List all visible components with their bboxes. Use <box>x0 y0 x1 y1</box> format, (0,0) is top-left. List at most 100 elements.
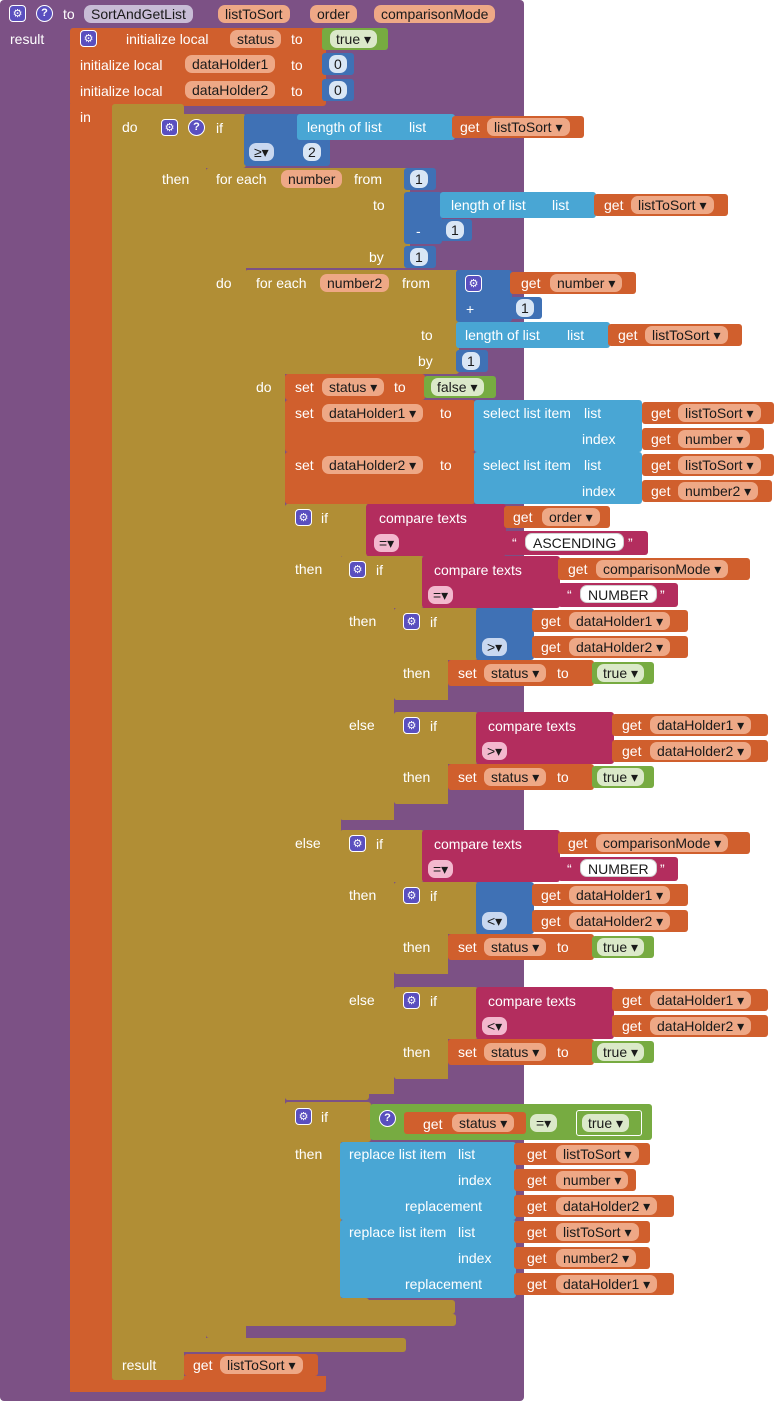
number-field[interactable]: 1 <box>410 170 428 188</box>
loop-var-number2[interactable]: number2 <box>320 274 390 292</box>
number-field[interactable]: 2 <box>303 143 321 161</box>
eq-dropdown[interactable]: =▾ <box>530 1114 558 1132</box>
var-dropdown[interactable]: number ▾ <box>678 430 751 448</box>
replace-list-item-block[interactable] <box>340 1220 516 1298</box>
gte-dropdown[interactable]: ≥▾ <box>249 143 274 161</box>
var-dropdown[interactable]: number2 ▾ <box>556 1249 637 1267</box>
text-field[interactable]: ASCENDING <box>525 533 625 551</box>
gear-icon[interactable]: ⚙ <box>403 887 420 904</box>
number-field[interactable]: 0 <box>329 81 347 99</box>
var-dropdown[interactable]: listToSort ▾ <box>678 404 761 422</box>
compare-texts-label: compare texts <box>379 510 467 526</box>
param-list-to-sort[interactable]: listToSort <box>218 5 290 23</box>
local-var-dataholder2[interactable]: dataHolder2 <box>185 81 276 99</box>
gear-icon[interactable]: ⚙ <box>9 5 26 22</box>
true-dropdown[interactable]: true ▾ <box>597 768 645 786</box>
gt-dropdown[interactable]: >▾ <box>482 638 508 656</box>
get-label: get <box>513 509 533 525</box>
if-mode-body <box>340 556 394 820</box>
gear-icon[interactable]: ⚙ <box>349 835 366 852</box>
procedure-name-field[interactable]: SortAndGetList <box>84 5 193 23</box>
get-label: get <box>527 1224 547 1240</box>
text-field[interactable]: NUMBER <box>580 585 657 603</box>
var-dropdown[interactable]: dataHolder1 ▾ <box>650 716 752 734</box>
param-comparison-mode[interactable]: comparisonMode <box>374 5 496 23</box>
var-dropdown[interactable]: status ▾ <box>484 768 547 786</box>
var-dropdown[interactable]: dataHolder2 ▾ <box>322 456 424 474</box>
var-dropdown[interactable]: dataHolder1 ▾ <box>556 1275 658 1293</box>
var-dropdown[interactable]: listToSort ▾ <box>487 118 570 136</box>
eq-dropdown[interactable]: =▾ <box>374 534 400 552</box>
gear-icon[interactable]: ⚙ <box>295 509 312 526</box>
select-list-item-block[interactable] <box>474 452 642 504</box>
length-of-list-block[interactable] <box>440 192 596 218</box>
false-dropdown[interactable]: false ▾ <box>431 378 484 396</box>
select-list-item-block[interactable] <box>474 400 642 452</box>
var-dropdown[interactable]: dataHolder2 ▾ <box>650 742 752 760</box>
param-order[interactable]: order <box>310 5 357 23</box>
help-icon[interactable]: ? <box>188 119 205 136</box>
gear-icon[interactable]: ⚙ <box>403 613 420 630</box>
var-dropdown[interactable]: number ▾ <box>550 274 623 292</box>
number-field[interactable]: 1 <box>410 248 428 266</box>
true-dropdown[interactable]: true ▾ <box>582 1114 630 1132</box>
compare-texts-label: compare texts <box>434 562 522 578</box>
var-dropdown[interactable]: dataHolder1 ▾ <box>569 886 671 904</box>
eq-dropdown[interactable]: =▾ <box>428 860 454 878</box>
var-dropdown[interactable]: listToSort ▾ <box>556 1223 639 1241</box>
var-dropdown[interactable]: dataHolder2 ▾ <box>569 912 671 930</box>
lt-dropdown[interactable]: <▾ <box>482 1017 508 1035</box>
to-label: to <box>63 6 75 22</box>
true-dropdown[interactable]: true ▾ <box>597 1043 645 1061</box>
var-dropdown[interactable]: listToSort ▾ <box>556 1145 639 1163</box>
var-dropdown[interactable]: listToSort ▾ <box>220 1356 303 1374</box>
var-dropdown[interactable]: dataHolder1 ▾ <box>322 404 424 422</box>
var-dropdown[interactable]: comparisonMode ▾ <box>596 834 729 852</box>
var-dropdown[interactable]: dataHolder2 ▾ <box>650 1017 752 1035</box>
var-dropdown[interactable]: number2 ▾ <box>678 482 759 500</box>
var-dropdown[interactable]: status ▾ <box>484 1043 547 1061</box>
true-dropdown[interactable]: true ▾ <box>330 30 378 48</box>
var-dropdown[interactable]: dataHolder2 ▾ <box>556 1197 658 1215</box>
loop-var-number[interactable]: number <box>281 170 343 188</box>
length-of-list-block[interactable] <box>297 114 455 140</box>
local-var-dataholder1[interactable]: dataHolder1 <box>185 55 276 73</box>
true-dropdown[interactable]: true ▾ <box>597 664 645 682</box>
number-field[interactable]: 1 <box>446 221 464 239</box>
number-field[interactable]: 1 <box>516 299 534 317</box>
var-dropdown[interactable]: status ▾ <box>484 938 547 956</box>
minus-block[interactable] <box>404 192 442 244</box>
var-dropdown[interactable]: dataHolder2 ▾ <box>569 638 671 656</box>
gear-icon[interactable]: ⚙ <box>403 992 420 1009</box>
replace-list-item-block[interactable] <box>340 1142 516 1220</box>
var-dropdown[interactable]: listToSort ▾ <box>678 456 761 474</box>
true-dropdown[interactable]: true ▾ <box>597 938 645 956</box>
gear-icon[interactable]: ⚙ <box>295 1108 312 1125</box>
var-dropdown[interactable]: listToSort ▾ <box>645 326 728 344</box>
number-field[interactable]: 1 <box>462 352 480 370</box>
var-dropdown[interactable]: dataHolder1 ▾ <box>650 991 752 1009</box>
var-dropdown[interactable]: number ▾ <box>556 1171 629 1189</box>
var-dropdown[interactable]: status ▾ <box>322 378 385 396</box>
number-field[interactable]: 0 <box>329 55 347 73</box>
gear-icon[interactable]: ⚙ <box>403 717 420 734</box>
help-icon[interactable]: ? <box>379 1110 396 1127</box>
help-icon[interactable]: ? <box>36 5 53 22</box>
lt-dropdown[interactable]: <▾ <box>482 912 508 930</box>
gt-dropdown[interactable]: >▾ <box>482 742 508 760</box>
var-dropdown[interactable]: order ▾ <box>542 508 600 526</box>
local-var-status[interactable]: status <box>230 30 282 48</box>
gear-icon[interactable]: ⚙ <box>465 275 482 292</box>
gear-icon[interactable]: ⚙ <box>349 561 366 578</box>
gear-icon[interactable]: ⚙ <box>161 119 178 136</box>
var-dropdown[interactable]: dataHolder1 ▾ <box>569 612 671 630</box>
var-dropdown[interactable]: status ▾ <box>484 664 547 682</box>
var-dropdown[interactable]: comparisonMode ▾ <box>596 560 729 578</box>
var-dropdown[interactable]: status ▾ <box>452 1114 515 1132</box>
length-of-list-block[interactable] <box>456 322 610 348</box>
to-label: to <box>557 939 569 955</box>
gear-icon[interactable]: ⚙ <box>80 30 97 47</box>
eq-dropdown[interactable]: =▾ <box>428 586 454 604</box>
text-field[interactable]: NUMBER <box>580 859 657 877</box>
var-dropdown[interactable]: listToSort ▾ <box>631 196 714 214</box>
